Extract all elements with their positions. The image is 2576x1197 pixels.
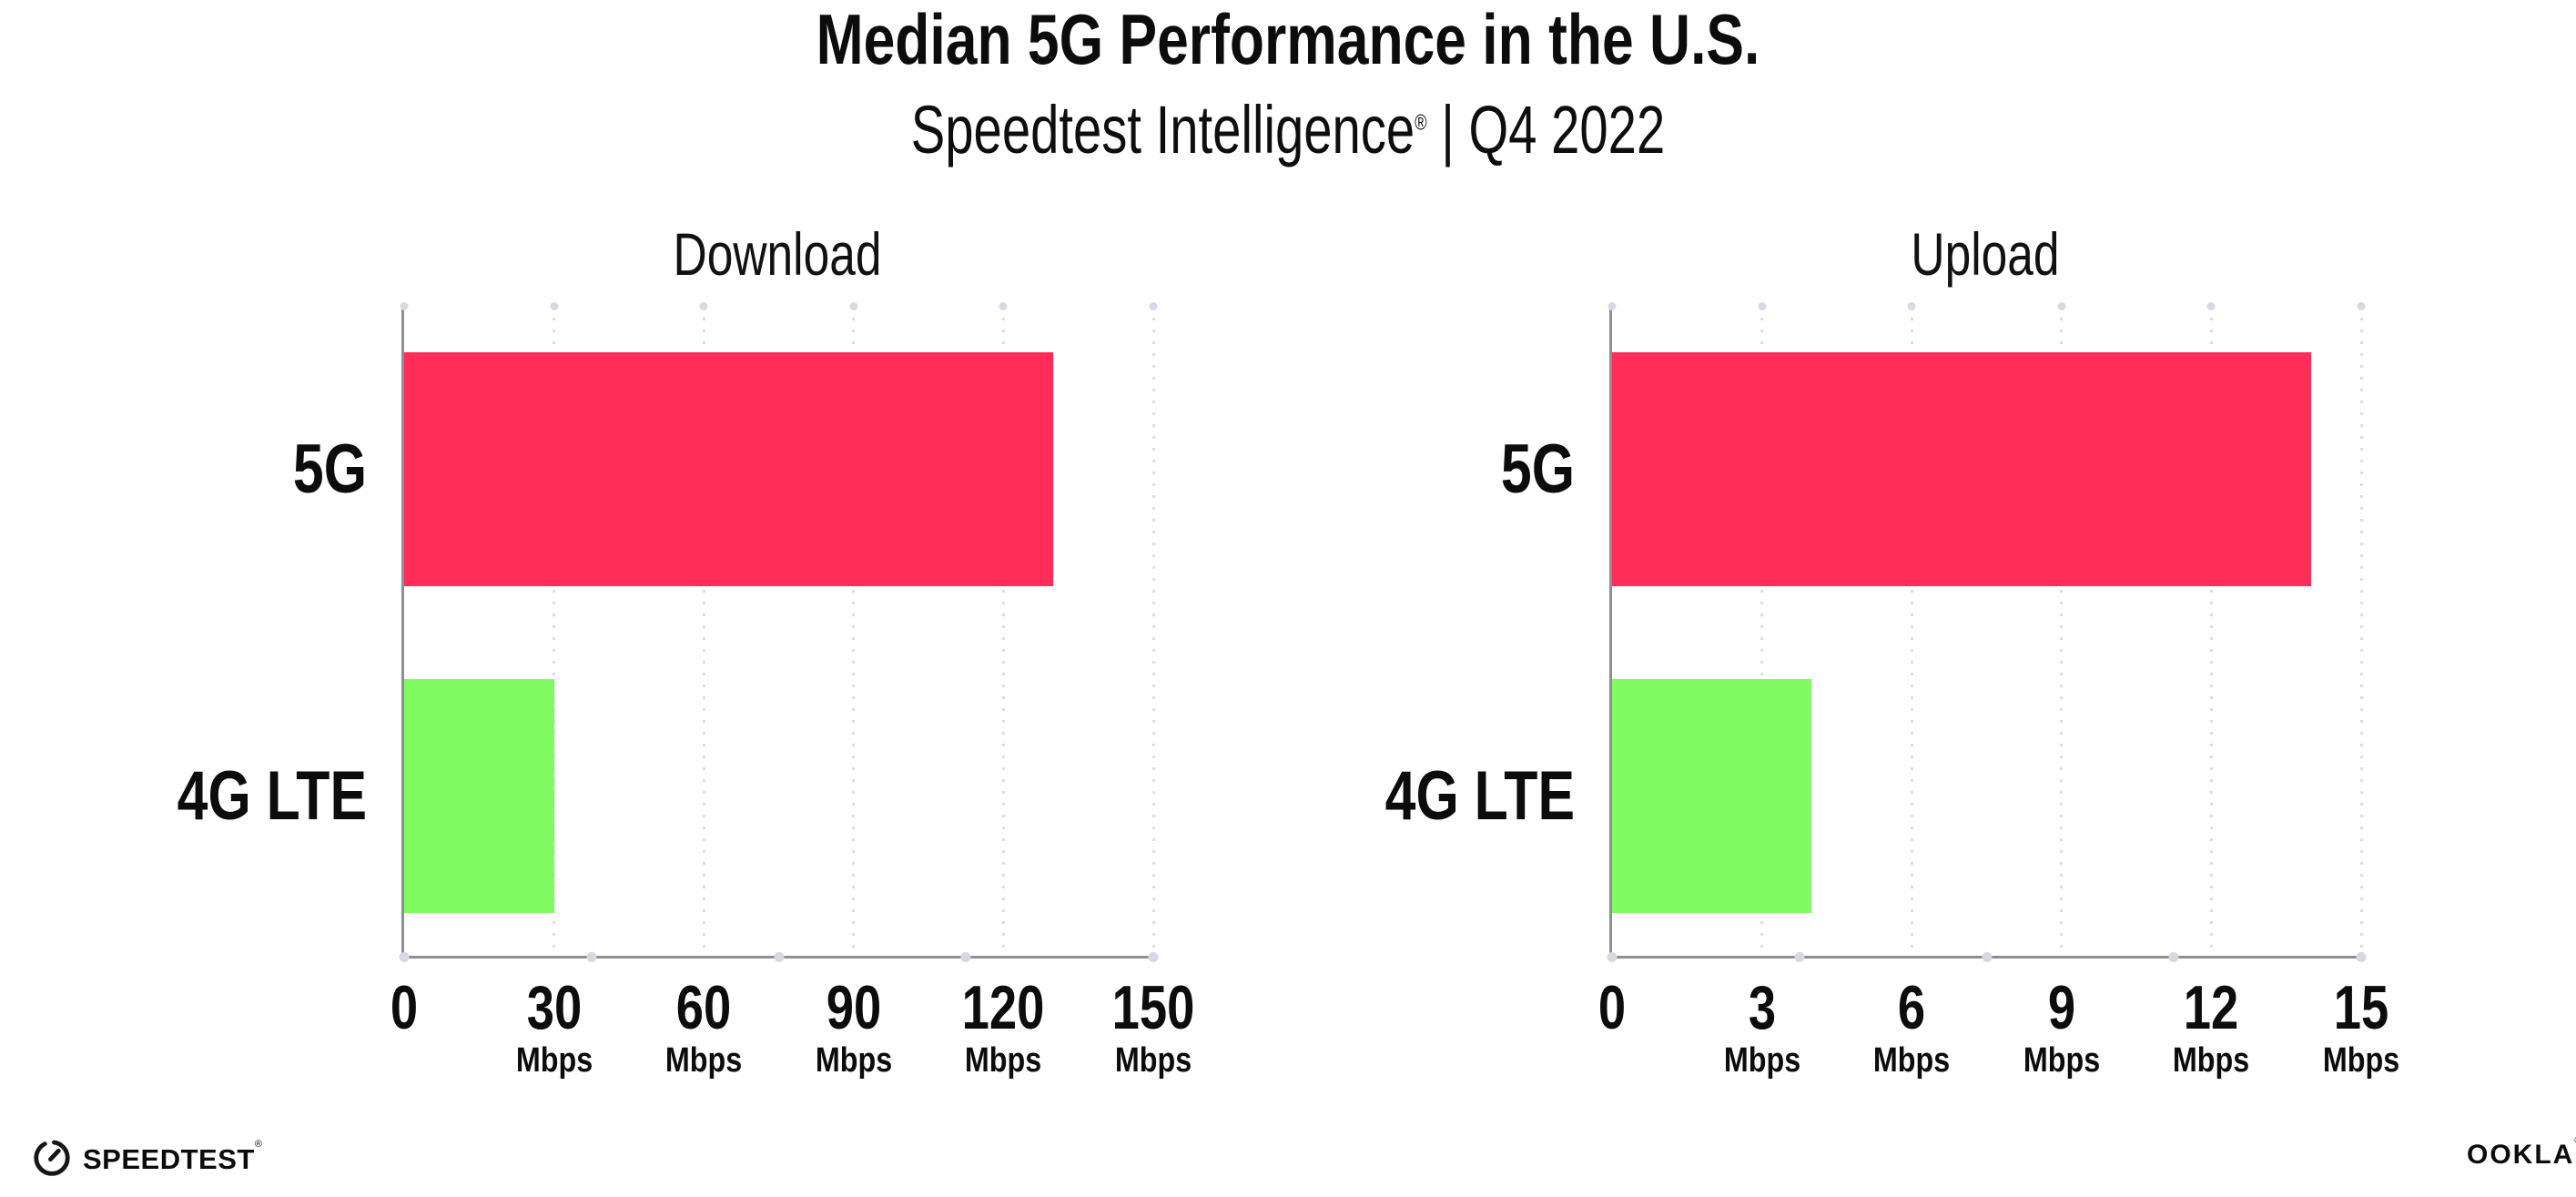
category-label-4g-lte: 4G LTE [1384,756,1575,835]
gridline-30 [553,306,556,956]
gridline-top-marker-dot [400,302,409,310]
x-tick-150: 150 Mbps [1101,973,1204,1080]
speedtest-logo: SPEEDTEST® [31,1136,262,1182]
gridline-12 [2209,306,2213,956]
x-tick-3: 3 Mbps [1717,973,1807,1080]
tick-unit: Mbps [1723,1041,1800,1080]
axis-marker-dot [1794,952,1805,962]
x-tick-90: 90 Mbps [808,973,898,1080]
x-tick-120: 120 Mbps [952,973,1055,1080]
axis-marker-dot [586,952,597,962]
registered-mark: ® [1415,110,1427,136]
axis-marker-dot [1148,952,1159,962]
tick-value: 9 [2047,973,2075,1042]
ookla-wordmark: OOKLA [2467,1140,2575,1170]
bar-5g [1612,352,2312,586]
gridline-6 [1910,306,1913,956]
bar-4g-lte [404,679,554,913]
tick-value: 3 [1748,973,1776,1042]
x-tick-6: 6 Mbps [1867,973,1957,1080]
tick-unit: Mbps [2322,1041,2400,1080]
gridline-top-marker-dot [999,302,1008,310]
chart-title-upload: Upload [1911,220,2060,288]
category-labels: 5G 4G LTE [1238,306,1575,956]
gridline-60 [702,306,705,956]
bar-5g [404,352,1054,586]
page-title: Median 5G Performance in the U.S. [816,0,1760,79]
speedtest-registered-mark: ® [254,1139,263,1150]
gridline-top-marker-dot [2357,302,2366,310]
axis-marker-dot [774,952,784,962]
tick-unit: Mbps [2023,1041,2100,1080]
ookla-logo: OOKLA® [2467,1136,2576,1170]
gridline-9 [2060,306,2064,956]
tick-value: 30 [526,973,582,1042]
speedometer-gauge-icon [31,1136,73,1182]
tick-value: 12 [2184,973,2239,1042]
axis-marker-dot [960,952,971,962]
axis-marker-dot [1607,952,1618,962]
gridline-top-marker-dot [1758,302,1767,310]
gridline-top-marker-dot [1907,302,1916,310]
axis-marker-dot [399,952,410,962]
tick-unit: Mbps [665,1041,743,1080]
gridline-120 [1001,306,1005,956]
subtitle-period: | Q4 2022 [1426,92,1666,167]
tick-value: 90 [826,973,882,1042]
x-tick-0: 0 [387,973,421,1042]
tick-value: 15 [2333,973,2389,1042]
gridline-15 [2359,306,2363,956]
gridline-top-marker-dot [1149,302,1158,310]
tick-unit: Mbps [2173,1041,2250,1080]
plot-area-upload [1607,302,2367,962]
tick-value: 150 [1111,973,1195,1042]
axis-marker-dot [1982,952,1992,962]
plot-area-download [399,302,1159,962]
gridline-150 [1151,306,1155,956]
page-subtitle: Speedtest Intelligence® | Q4 2022 [309,95,2267,166]
gridline-top-marker-dot [550,302,559,310]
tick-value: 0 [1597,973,1627,1042]
x-axis-tick-labels: 0 30 Mbps 60 Mbps 90 Mbps 120 Mbps 150 Mbps [390,973,1195,1112]
x-tick-0: 0 [1595,973,1629,1042]
tick-unit: Mbps [1873,1041,1951,1080]
x-tick-9: 9 Mbps [2016,973,2106,1080]
tick-value: 120 [962,973,1045,1042]
category-label-4g-lte: 4G LTE [177,756,367,835]
axis-marker-dot [2356,952,2367,962]
x-axis-tick-labels: 0 3 Mbps 6 Mbps 9 Mbps 12 Mbps 15 Mbps [1598,973,2399,1112]
x-tick-12: 12 Mbps [2166,973,2257,1080]
gridline-top-marker-dot [2057,302,2066,310]
speedtest-wordmark: SPEEDTEST® [83,1139,263,1175]
tick-unit: Mbps [1114,1041,1192,1080]
gridline-top-marker-dot [699,302,708,310]
gridline-top-marker-dot [1607,302,1617,310]
category-label-5g: 5G [1500,430,1575,508]
tick-value: 6 [1898,973,1926,1042]
gridline-top-marker-dot [849,302,858,310]
ookla-registered-mark: ® [2574,1135,2576,1146]
x-tick-15: 15 Mbps [2316,973,2406,1080]
category-label-5g: 5G [292,430,367,508]
tick-unit: Mbps [815,1041,892,1080]
tick-value: 60 [675,973,732,1042]
subtitle-brand: Speedtest Intelligence [910,92,1415,167]
x-tick-30: 30 Mbps [509,973,599,1080]
bar-4g-lte [1612,679,1812,913]
tick-unit: Mbps [965,1041,1042,1080]
axis-marker-dot [2168,952,2179,962]
x-tick-60: 60 Mbps [659,973,749,1080]
chart-title-download: Download [673,220,882,288]
gridline-3 [1760,306,1764,956]
category-labels: 5G 4G LTE [30,306,367,956]
gridline-top-marker-dot [2206,302,2216,310]
gridline-90 [852,306,856,956]
tick-value: 0 [390,973,419,1042]
tick-unit: Mbps [515,1041,593,1080]
